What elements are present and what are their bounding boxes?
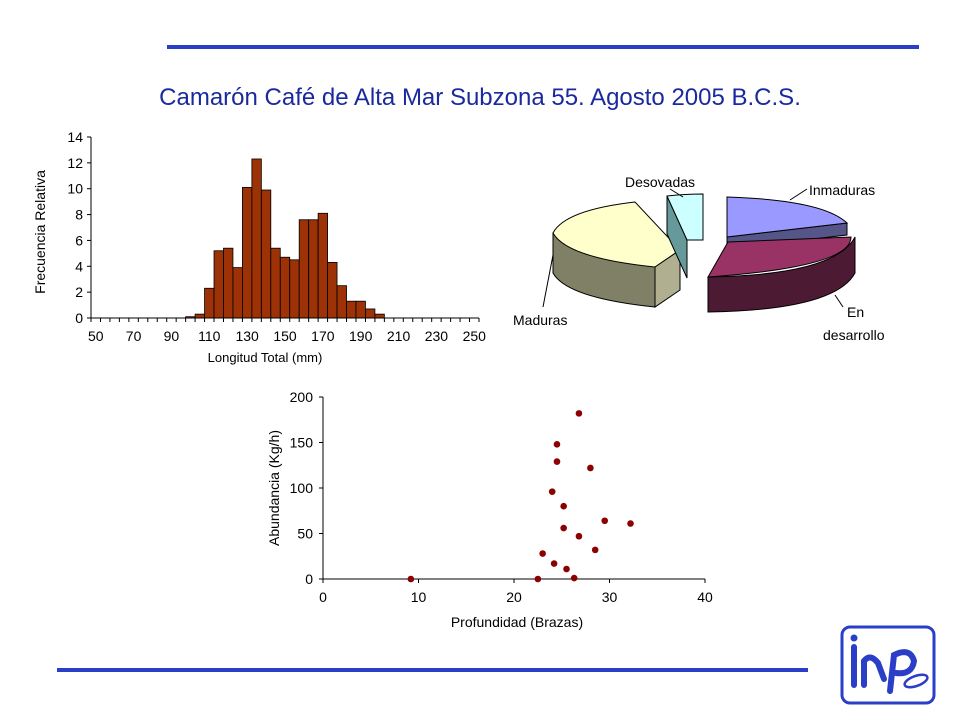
scatter-y-tick-label: 0 <box>305 571 313 587</box>
pie-slice-inmaduras <box>726 196 849 238</box>
slide-title: Camarón Café de Alta Mar Subzona 55. Ago… <box>159 84 801 111</box>
hist-bar <box>355 300 366 319</box>
scatter-xlabel: Profundidad (Brazas) <box>451 614 583 630</box>
hist-bar <box>260 189 272 319</box>
hist-bar <box>317 212 328 319</box>
hist-y-tick-label: 6 <box>75 232 83 248</box>
pie-label-en-desarrollo-1: En <box>847 304 864 320</box>
scatter-point <box>553 441 561 448</box>
hist-x-tick-label: 230 <box>425 328 449 344</box>
scatter-y-tick-label: 200 <box>290 389 314 405</box>
hist-x-tick-label: 170 <box>311 328 335 344</box>
hist-bar <box>213 250 224 319</box>
scatter-point <box>591 546 599 554</box>
hist-x-tick-label: 90 <box>164 328 180 344</box>
hist-bar <box>365 308 376 319</box>
scatter-point <box>407 575 415 583</box>
scatter-point <box>550 560 558 567</box>
scatter-point <box>601 517 609 525</box>
hist-x-tick-label: 110 <box>198 328 221 344</box>
scatter-point <box>575 410 583 417</box>
pie-label-maduras: Maduras <box>513 312 567 328</box>
scatter-y-tick-label: 100 <box>290 480 314 496</box>
pie-slice-maduras-edge <box>654 249 681 308</box>
hist-y-tick-label: 0 <box>75 310 83 326</box>
scatter-x-tick-label: 0 <box>319 589 327 605</box>
hist-x-tick-label: 70 <box>126 328 142 344</box>
hist-bar <box>327 262 338 319</box>
scatter-point <box>548 488 556 495</box>
hist-y-tick-label: 14 <box>67 129 83 145</box>
hist-y-tick-label: 12 <box>67 155 83 171</box>
hist-y-tick-label: 2 <box>75 284 83 300</box>
scatter-point <box>560 502 567 510</box>
scatter-x-tick-label: 40 <box>697 589 713 605</box>
scatter-y-tick-label: 150 <box>290 435 314 451</box>
top-rule <box>167 45 919 49</box>
scatter-point <box>627 520 634 527</box>
hist-x-tick-label: 150 <box>273 328 297 344</box>
hist-y-tick-label: 4 <box>75 258 83 274</box>
hist-x-tick-label: 130 <box>235 328 259 344</box>
hist-bar <box>204 287 215 319</box>
hist-bar <box>346 300 357 319</box>
hist-x-tick-label: 210 <box>387 328 411 344</box>
pie-label-en-desarrollo-2: desarrollo <box>823 327 885 343</box>
pie-leader-en-desarrollo <box>834 294 844 308</box>
inp-logo <box>840 625 936 705</box>
hist-x-tick-label: 250 <box>463 328 487 344</box>
pie-label-inmaduras: Inmaduras <box>809 182 875 198</box>
scatter-point <box>539 550 546 557</box>
pie-slice-en-desarrollo-side <box>707 236 856 313</box>
bottom-rule <box>57 668 808 672</box>
hist-x-tick-label: 190 <box>349 328 373 344</box>
hist-bar <box>223 247 234 319</box>
scatter-x-tick-label: 30 <box>602 589 618 605</box>
scatter-point <box>553 458 561 465</box>
scatter-point <box>570 574 578 582</box>
hist-bar <box>279 256 291 319</box>
hist-y-tick-label: 8 <box>75 207 83 223</box>
hist-xlabel: Longitud Total (mm) <box>208 350 323 365</box>
hist-bar <box>308 219 319 319</box>
hist-bar <box>298 219 310 319</box>
hist-x-tick-label: 50 <box>88 328 104 344</box>
scatter-point <box>560 524 567 532</box>
hist-bar <box>251 158 262 319</box>
pie-slice-en-desarrollo <box>707 236 852 278</box>
hist-bar <box>289 259 300 319</box>
pie-slice-desovadas <box>666 193 704 241</box>
scatter-point <box>563 565 570 573</box>
pie-leader-inmaduras <box>789 188 808 201</box>
hist-bar <box>194 313 205 319</box>
scatter-point <box>587 464 594 472</box>
scatter-point <box>575 532 583 540</box>
pie-leader-maduras <box>542 254 554 308</box>
length-histogram: 0 2 4 6 8 10 12 14 50 70 90 110 130 150 170 190 210 230 25… <box>32 129 487 365</box>
hist-y-tick-label: 10 <box>67 181 83 197</box>
scatter-x-tick-label: 10 <box>411 589 427 605</box>
pie-slice-maduras <box>552 201 681 268</box>
hist-bar <box>336 285 347 319</box>
pie-label-desovadas: Desovadas <box>625 174 695 190</box>
scatter-y-tick-label: 50 <box>297 526 313 542</box>
hist-bar <box>270 247 281 319</box>
scatter-x-tick-label: 20 <box>506 589 522 605</box>
hist-bar <box>242 187 253 319</box>
maturity-pie-chart: Desovadas Inmaduras Maduras En desarroll… <box>513 174 885 343</box>
pie-leader-desovadas <box>669 188 684 198</box>
scatter-ylabel: Abundancia (Kg/h) <box>266 430 282 546</box>
hist-bar <box>232 267 243 319</box>
hist-ylabel: Frecuencia Relativa <box>32 170 48 294</box>
scatter-point <box>534 575 542 583</box>
hist-bar <box>374 313 385 319</box>
